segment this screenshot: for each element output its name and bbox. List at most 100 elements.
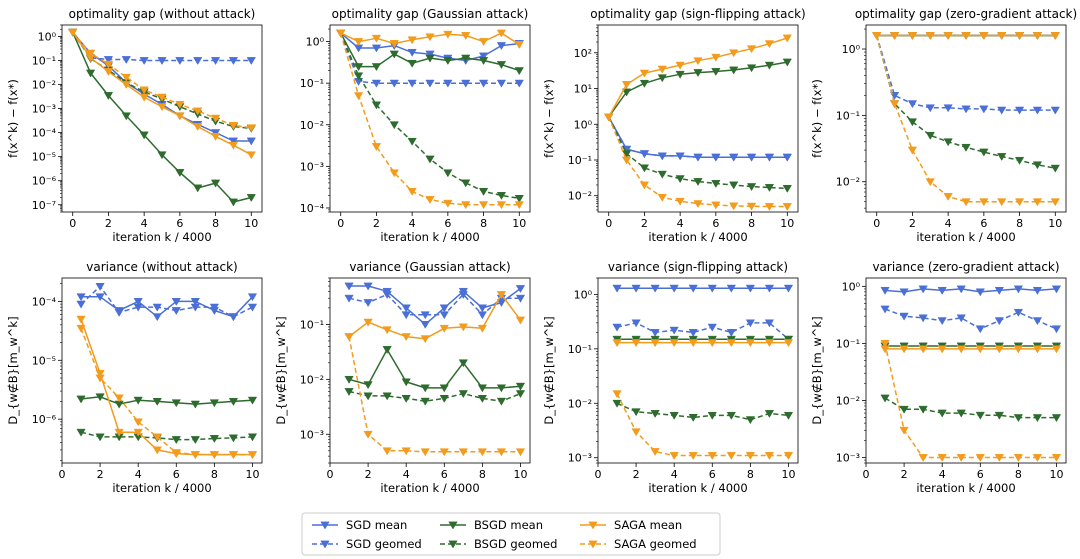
data-point-sgd_geomed <box>157 57 167 65</box>
data-point-saga_geomed <box>956 454 966 462</box>
data-point-saga_geomed <box>389 169 399 178</box>
legend: SGD mean BSGD mean SAGA mean SGD geomed BSGD… <box>301 512 721 556</box>
data-point-bsgd_mean <box>401 378 411 387</box>
y-tick-label: 10⁻³ <box>300 428 324 441</box>
data-point-saga_mean <box>76 315 86 324</box>
data-point-saga_mean <box>889 32 900 40</box>
data-point-saga_mean <box>907 32 918 40</box>
data-point-saga_geomed <box>175 100 185 109</box>
data-point-bsgd_geomed <box>782 185 792 193</box>
data-point-saga_mean <box>1013 345 1024 354</box>
series-group <box>880 285 1062 462</box>
data-point-saga_geomed <box>639 181 650 190</box>
x-tick-label: 2 <box>901 468 908 481</box>
data-point-bsgd_geomed <box>496 192 507 200</box>
data-point-sgd_geomed <box>975 325 985 334</box>
data-point-saga_geomed <box>247 451 258 460</box>
data-point-sgd_mean <box>688 284 698 293</box>
data-point-saga_geomed <box>85 49 96 58</box>
x-tick-label: 8 <box>1015 468 1022 481</box>
y-tick-label: 10¹ <box>574 83 592 96</box>
data-point-saga_mean <box>1014 32 1025 40</box>
data-point-bsgd_geomed <box>1032 161 1043 170</box>
data-point-saga_mean <box>612 339 622 348</box>
data-point-sgd_geomed <box>193 57 203 65</box>
data-point-saga_mean <box>401 333 411 342</box>
data-point-bsgd_mean <box>477 384 488 393</box>
subplot-title: variance (Gaussian attack) <box>349 260 510 274</box>
y-tick-label: 10⁻² <box>568 397 592 410</box>
y-tick-label: 10⁻⁴ <box>32 295 57 308</box>
y-tick-label: 10⁻³ <box>568 452 592 465</box>
x-tick-label: 2 <box>373 217 380 230</box>
data-point-bsgd_geomed <box>171 436 181 445</box>
data-point-saga_geomed <box>439 448 449 457</box>
data-point-saga_mean <box>1050 32 1060 40</box>
data-point-saga_geomed <box>344 333 354 342</box>
data-point-saga_geomed <box>458 448 468 457</box>
data-point-sgd_geomed <box>631 319 641 328</box>
data-point-saga_geomed <box>621 156 632 165</box>
data-point-bsgd_mean <box>121 112 131 121</box>
data-point-sgd_geomed <box>190 303 200 312</box>
data-point-bsgd_geomed <box>925 131 935 140</box>
data-point-saga_mean <box>688 339 698 348</box>
subplot-1: optimality gap (without attack) 0 2 4 6 8 10 it… <box>6 7 263 244</box>
series-group <box>344 282 526 457</box>
data-point-bsgd_geomed <box>190 436 200 445</box>
data-point-saga_mean <box>956 345 966 354</box>
x-tick-label: 6 <box>980 217 987 230</box>
data-point-sgd_geomed <box>152 303 162 312</box>
data-point-saga_mean <box>669 339 679 348</box>
series-group <box>872 32 1060 207</box>
data-point-sgd_geomed <box>925 104 935 113</box>
data-point-saga_geomed <box>401 447 411 456</box>
data-point-saga_geomed <box>693 200 703 209</box>
x-axis-label: iteration k / 4000 <box>380 230 479 244</box>
x-tick-label: 10 <box>245 468 259 481</box>
data-point-bsgd_geomed <box>994 411 1004 420</box>
data-point-bsgd_mean <box>439 384 449 393</box>
data-point-bsgd_geomed <box>363 392 373 401</box>
x-tick-label: 10 <box>512 217 526 230</box>
data-point-saga_geomed <box>103 60 114 69</box>
data-point-sgd_mean <box>975 288 985 297</box>
data-point-sgd_geomed <box>726 329 736 337</box>
data-point-saga_mean <box>925 32 935 40</box>
subplot-title: optimality gap (without attack) <box>69 7 256 21</box>
data-point-bsgd_mean <box>458 359 468 368</box>
y-tick-label: 10⁻³ <box>300 160 324 173</box>
legend-marker-bsgd_geomed <box>448 540 458 549</box>
data-point-saga_mean <box>443 30 453 39</box>
y-axis-label: f(x^k) − f(x*) <box>6 79 20 158</box>
data-point-bsgd_mean <box>657 74 667 83</box>
data-point-bsgd_mean <box>363 381 373 390</box>
y-axis-label: D_{w∉B}[m_w^k] <box>274 316 288 424</box>
axes-frame <box>597 277 799 464</box>
data-point-saga_geomed <box>228 451 239 460</box>
data-point-saga_mean <box>139 93 149 102</box>
data-point-saga_mean <box>353 38 364 47</box>
data-point-sgd_geomed <box>693 153 703 162</box>
data-point-sgd_geomed <box>228 57 239 65</box>
x-tick-label: 4 <box>403 468 410 481</box>
data-point-saga_geomed <box>514 201 524 210</box>
data-point-bsgd_geomed <box>657 170 667 179</box>
y-tick-label: 10⁰ <box>842 280 861 293</box>
subplot-title: optimality gap (sign-flipping attack) <box>590 7 805 21</box>
legend-marker-bsgd_mean <box>448 521 458 530</box>
data-point-saga_geomed <box>707 452 717 460</box>
data-point-bsgd_mean <box>76 395 86 404</box>
data-point-bsgd_geomed <box>899 405 909 414</box>
data-point-sgd_geomed <box>650 329 660 337</box>
data-point-bsgd_geomed <box>353 72 364 81</box>
data-point-sgd_mean <box>407 48 417 57</box>
data-point-saga_geomed <box>1050 198 1060 207</box>
y-tick-label: 10⁰ <box>574 288 593 301</box>
legend-marker-sgd_mean <box>320 521 330 530</box>
data-point-saga_mean <box>515 316 526 325</box>
data-point-bsgd_geomed <box>344 388 354 397</box>
series-line-bsgd_geomed <box>348 390 521 402</box>
axes-frame <box>329 277 531 464</box>
data-point-sgd_geomed <box>979 105 989 114</box>
